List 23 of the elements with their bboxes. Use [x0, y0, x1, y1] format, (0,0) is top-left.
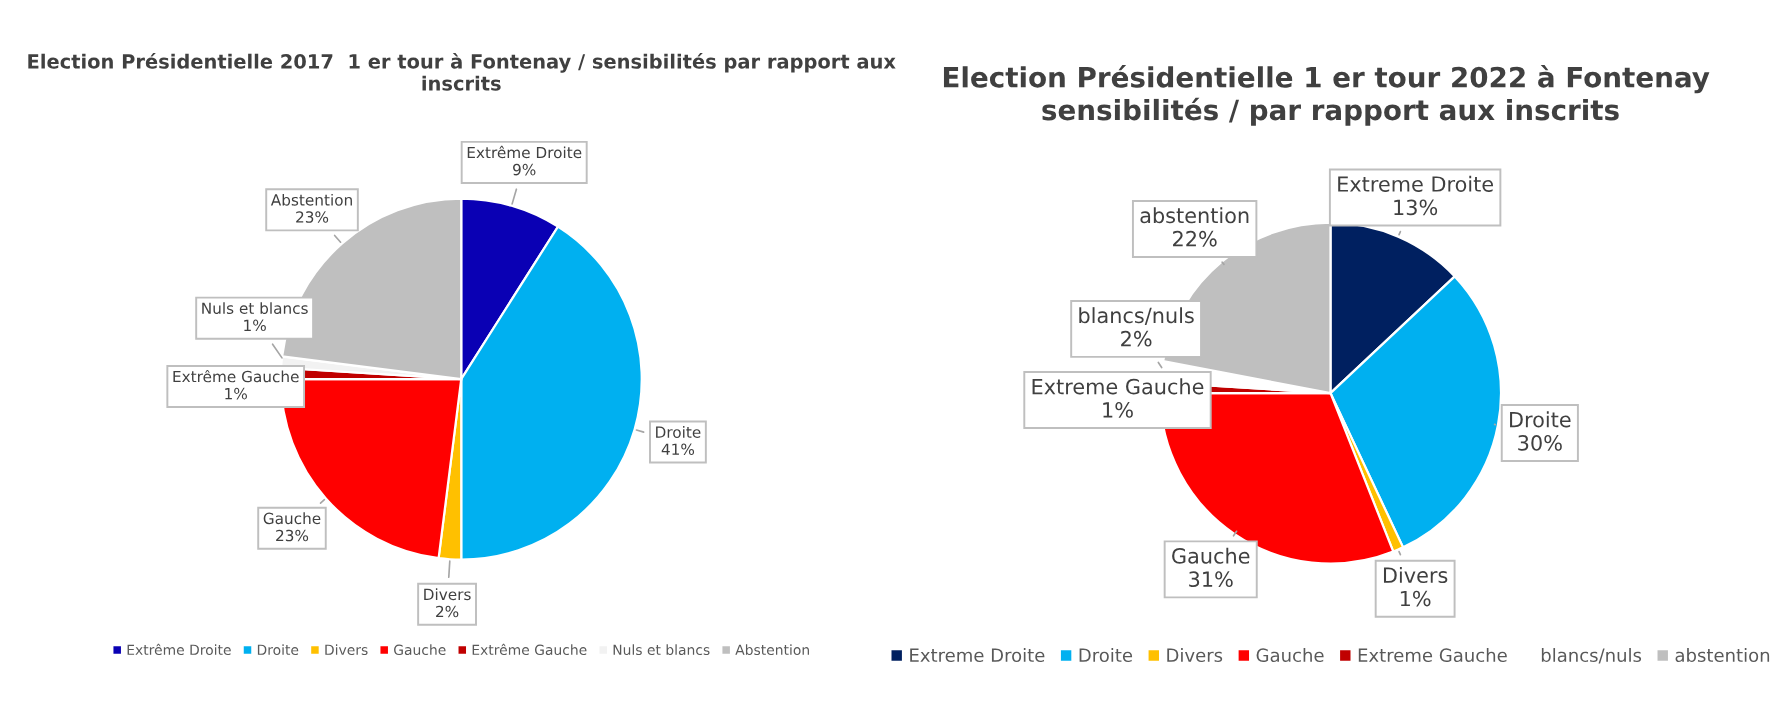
category-label: blancs/nuls [1541, 648, 1642, 664]
slice-label: Divers [1383, 566, 1448, 584]
chart-title: Election Présidentielle 1 er tour 2022 à Fontenay sensibilités / par rapport aux inscrits [943, 65, 1710, 126]
slice-label: abstention [1140, 207, 1249, 224]
data-label: 30% [1518, 435, 1562, 451]
chart-title: Election Présidentielle 2017 1 er tour à Fontenay / sensibilités par rapport aux inscrits [28, 52, 896, 91]
slice-label: Droite [1510, 411, 1571, 428]
legend-label: Gauche [1256, 648, 1324, 663]
data-label: 1% [1400, 590, 1431, 607]
data-label: 31% [1189, 571, 1233, 588]
slice-label: Gauche [1172, 547, 1250, 564]
slice-label: Extreme Gauche [1032, 378, 1204, 395]
data-label: 22% [1173, 230, 1217, 247]
data-label: 13% [1394, 199, 1438, 216]
data-label: 1% [1103, 402, 1133, 418]
legend-label: Divers [1167, 648, 1223, 663]
legend-label: abstention [1675, 648, 1770, 663]
data-label: 2% [1121, 330, 1152, 347]
legend-label: Droite [1079, 648, 1133, 663]
legend-label: Extreme Gauche [1358, 648, 1507, 663]
slice-label: blancs/nuls [1079, 307, 1194, 325]
slice-label: Extreme Droite [1338, 175, 1494, 192]
legend-label: Extreme Droite [910, 648, 1045, 663]
